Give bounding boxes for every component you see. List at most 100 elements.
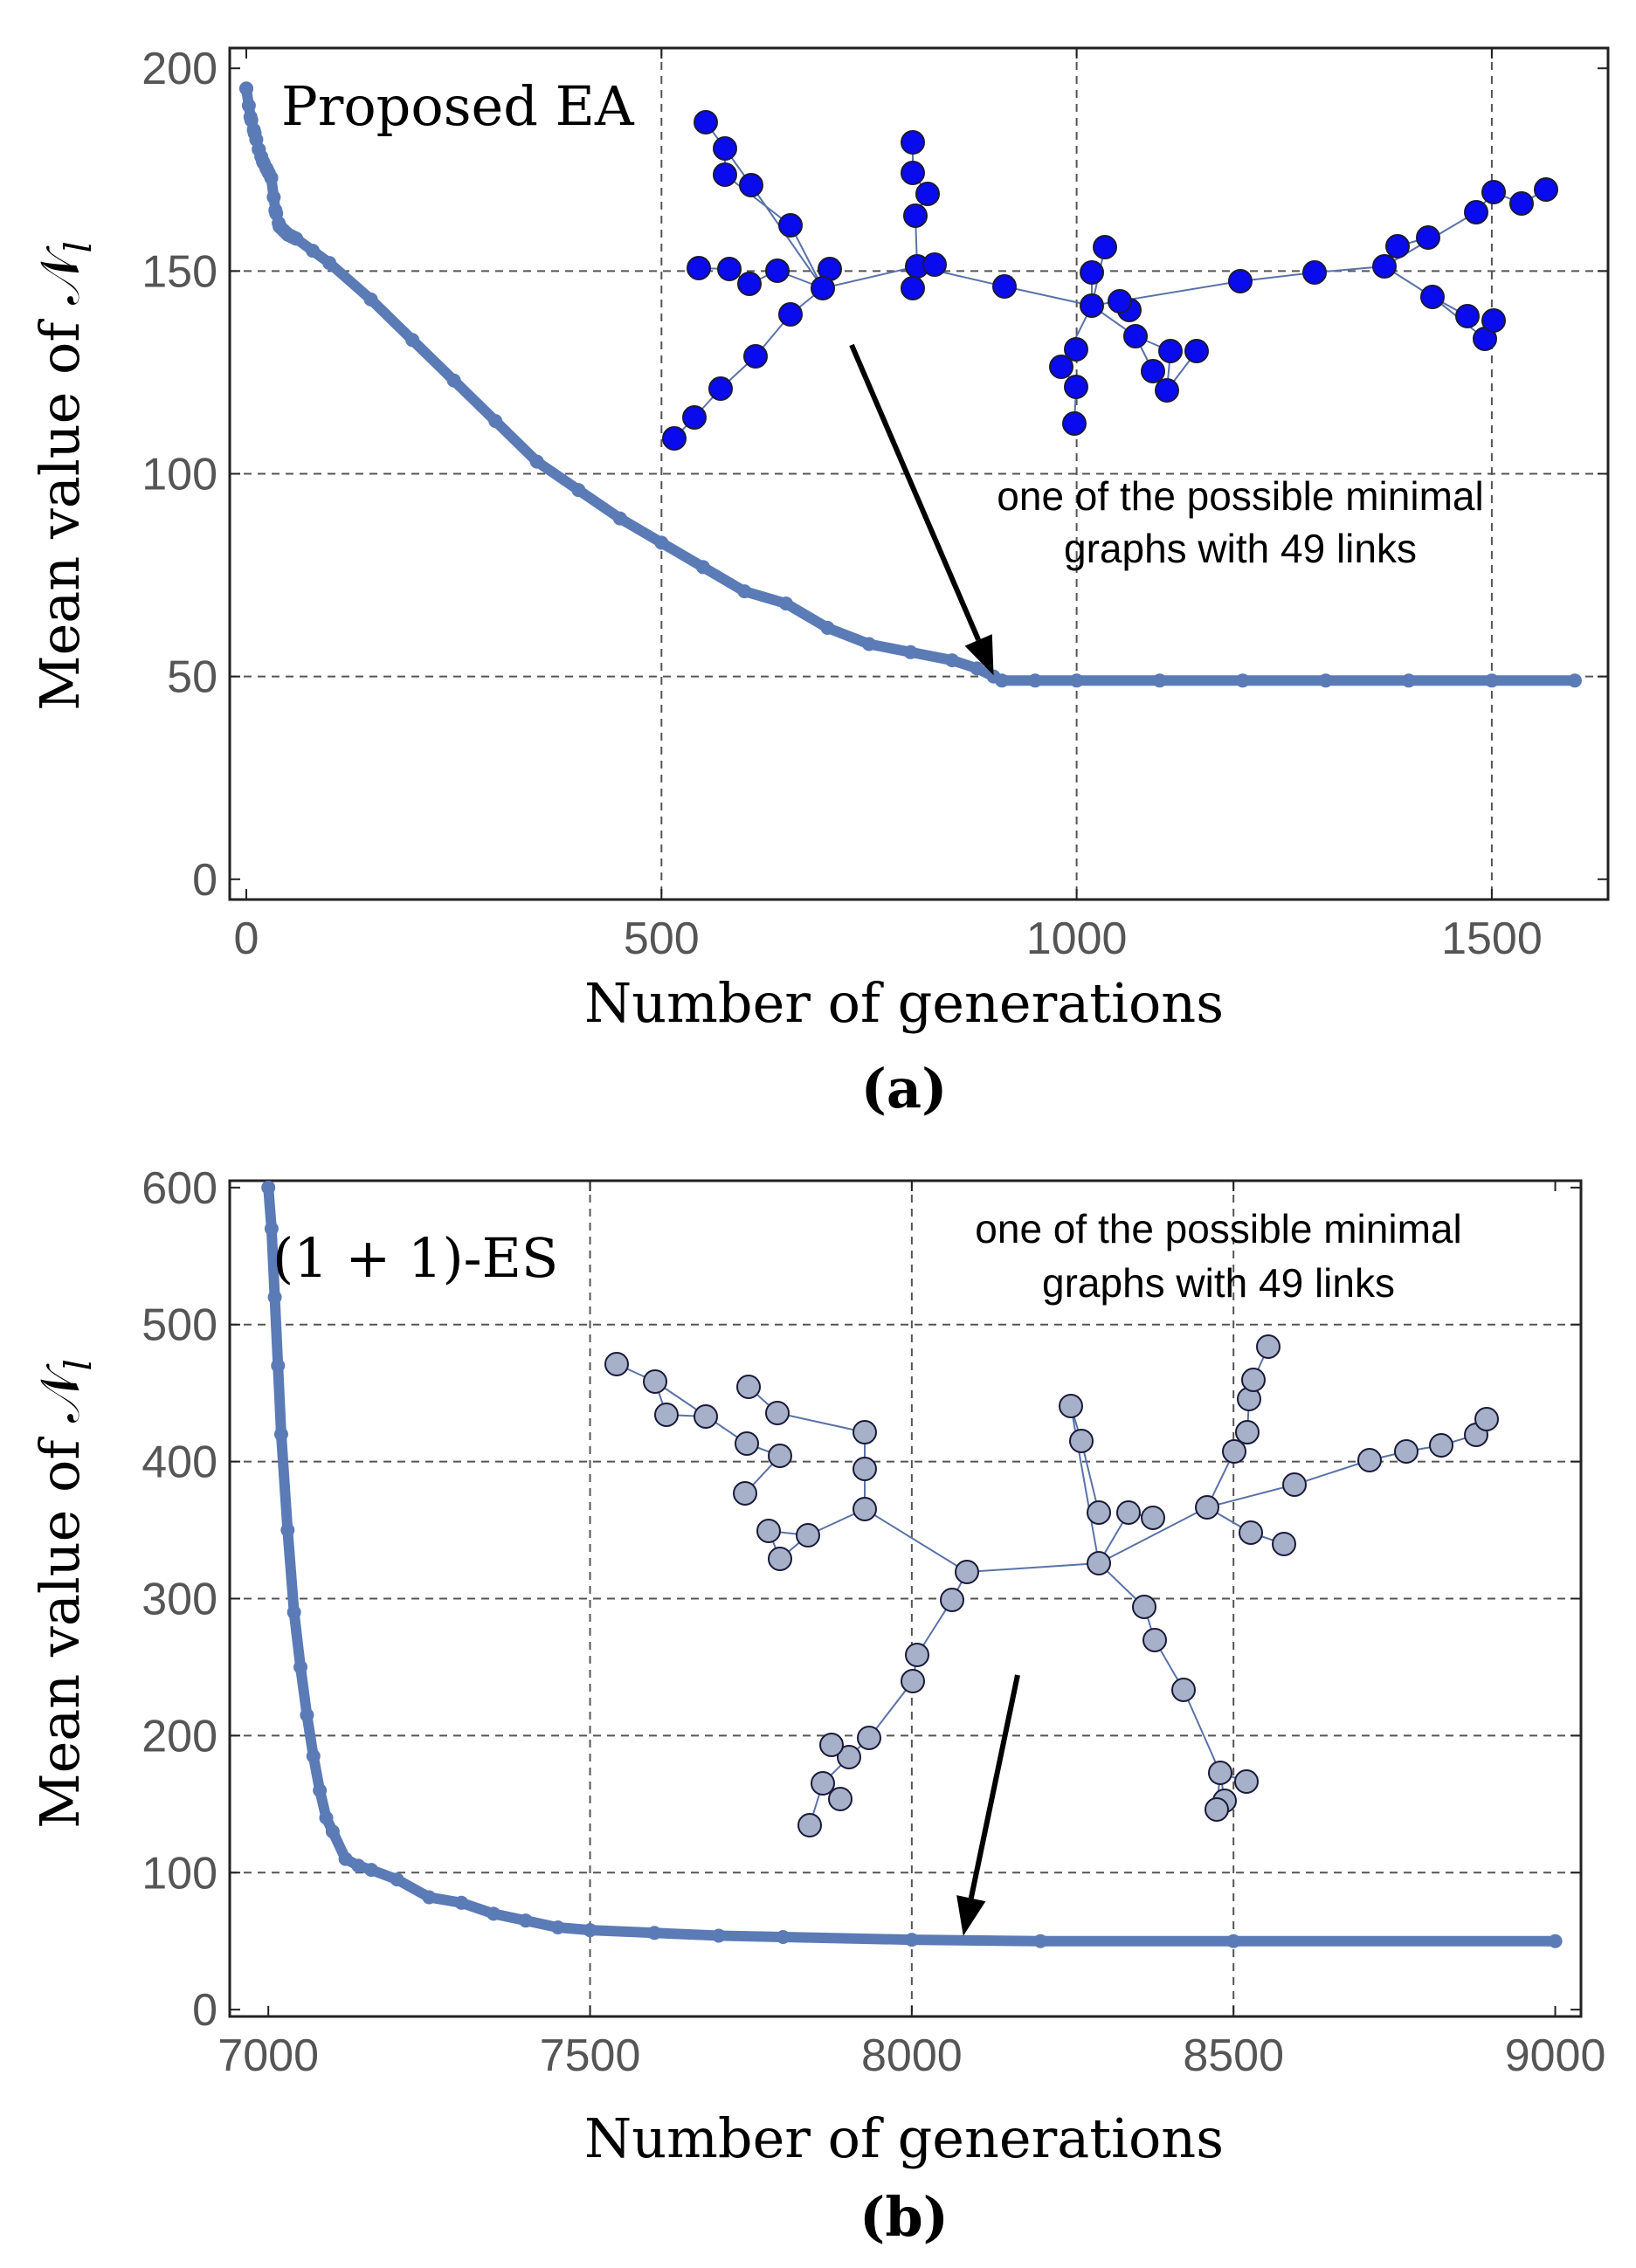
- graph-node: [1241, 1368, 1266, 1392]
- graph-node: [922, 252, 947, 277]
- x-tick-label: 500: [624, 913, 700, 964]
- y-tick-label: 0: [192, 855, 217, 906]
- graph-edge: [1206, 1484, 1295, 1508]
- panel-b-series: [261, 1180, 1563, 1948]
- panel-b-gridlines: [230, 1181, 1581, 2016]
- graph-node: [1372, 254, 1397, 279]
- graph-node: [1141, 359, 1165, 383]
- panel-b-ylabel-group: Mean value of 𝒩l: [28, 1359, 100, 1829]
- panel-a: 0 500 1000 1500 0 50 100 150 200 Proposed EA one…: [28, 44, 1610, 1120]
- graph-node: [1208, 1761, 1232, 1785]
- panel-b-arrowhead: [956, 1895, 986, 1936]
- data-point: [695, 560, 710, 575]
- data-point: [261, 1180, 276, 1195]
- graph-node: [662, 426, 687, 451]
- data-point: [405, 333, 420, 348]
- graph-node: [1116, 1500, 1141, 1525]
- graph-node: [853, 1457, 877, 1481]
- y-tick-label: 500: [142, 1300, 217, 1351]
- graph-node: [1132, 1595, 1156, 1619]
- data-point: [239, 81, 254, 96]
- data-point: [319, 1810, 334, 1825]
- data-point: [289, 231, 304, 246]
- graph-node: [837, 1745, 861, 1769]
- graph-edge: [1004, 286, 1093, 307]
- graph-node: [1509, 191, 1534, 216]
- panel-b-ylabel: Mean value of 𝒩l: [28, 1359, 100, 1829]
- graph-node: [1195, 1495, 1219, 1520]
- graph-node: [853, 1497, 877, 1521]
- graph-node: [1394, 1439, 1419, 1464]
- data-point: [1028, 673, 1043, 688]
- graph-edge: [966, 1562, 1100, 1573]
- data-point: [820, 620, 835, 635]
- graph-node: [765, 1401, 790, 1425]
- graph-node: [1234, 1769, 1259, 1794]
- graph-node: [1064, 375, 1088, 399]
- data-point: [1152, 673, 1167, 688]
- panel-b-xlabel: Number of generations: [584, 2106, 1224, 2170]
- graph-node: [1228, 269, 1253, 293]
- graph-node: [1059, 1394, 1083, 1418]
- y-tick-label: 50: [167, 652, 217, 703]
- data-point: [571, 483, 586, 498]
- graph-node: [940, 1588, 964, 1612]
- graph-node: [1474, 1407, 1499, 1431]
- graph-node: [1464, 200, 1488, 224]
- data-point: [363, 292, 378, 307]
- data-point: [390, 1872, 404, 1887]
- panel-b-title: (1 + 1)-ES: [273, 1226, 558, 1290]
- data-point: [487, 1906, 501, 1921]
- graph-node: [1080, 293, 1104, 318]
- y-tick-label: 600: [142, 1163, 217, 1214]
- graph-node: [1205, 1797, 1229, 1822]
- panel-a-title: Proposed EA: [281, 74, 635, 138]
- graph-node: [765, 259, 790, 283]
- data-point: [529, 454, 544, 469]
- graph-node: [768, 1444, 792, 1468]
- graph-node: [756, 1519, 781, 1543]
- x-tick-label: 1000: [1026, 913, 1128, 964]
- graph-node: [1141, 1506, 1165, 1530]
- graph-node: [694, 1404, 718, 1429]
- data-point: [970, 661, 984, 676]
- graph-node: [735, 1431, 759, 1456]
- graph-node: [955, 1560, 979, 1584]
- data-point: [945, 653, 960, 668]
- graph-edge: [864, 1508, 968, 1573]
- data-point: [1567, 673, 1582, 688]
- graph-node: [654, 1403, 679, 1427]
- graph-node: [733, 1481, 757, 1506]
- panel-b-ylabel-main: Mean value of 𝒩: [28, 1363, 92, 1829]
- graph-node: [1481, 308, 1506, 333]
- data-point: [273, 1427, 288, 1442]
- x-tick-label: 1500: [1441, 913, 1543, 964]
- graph-edge: [1080, 1440, 1100, 1513]
- graph-node: [778, 302, 803, 327]
- graph-node: [1171, 1678, 1196, 1702]
- data-point: [1235, 673, 1250, 688]
- graph-node: [857, 1726, 881, 1750]
- data-point: [1033, 1934, 1048, 1948]
- graph-node: [853, 1420, 877, 1444]
- graph-node: [1087, 1500, 1111, 1525]
- x-tick-label: 8000: [861, 2030, 963, 2081]
- data-point: [1318, 673, 1333, 688]
- x-tick-label: 7000: [217, 2030, 319, 2081]
- graph-node: [682, 405, 707, 430]
- graph-node: [901, 130, 925, 155]
- graph-node: [819, 1733, 844, 1757]
- data-point: [241, 98, 256, 113]
- data-point: [364, 1863, 379, 1878]
- panel-a-series: [239, 81, 1582, 688]
- data-point: [583, 1923, 597, 1938]
- graph-node: [778, 213, 803, 238]
- data-point: [306, 244, 321, 259]
- data-point: [286, 1605, 301, 1620]
- data-point: [313, 1783, 328, 1798]
- graph-node: [1184, 339, 1209, 363]
- graph-edge: [777, 1412, 866, 1433]
- graph-node: [811, 1771, 835, 1796]
- graph-node: [1064, 337, 1088, 362]
- data-point: [338, 1851, 353, 1866]
